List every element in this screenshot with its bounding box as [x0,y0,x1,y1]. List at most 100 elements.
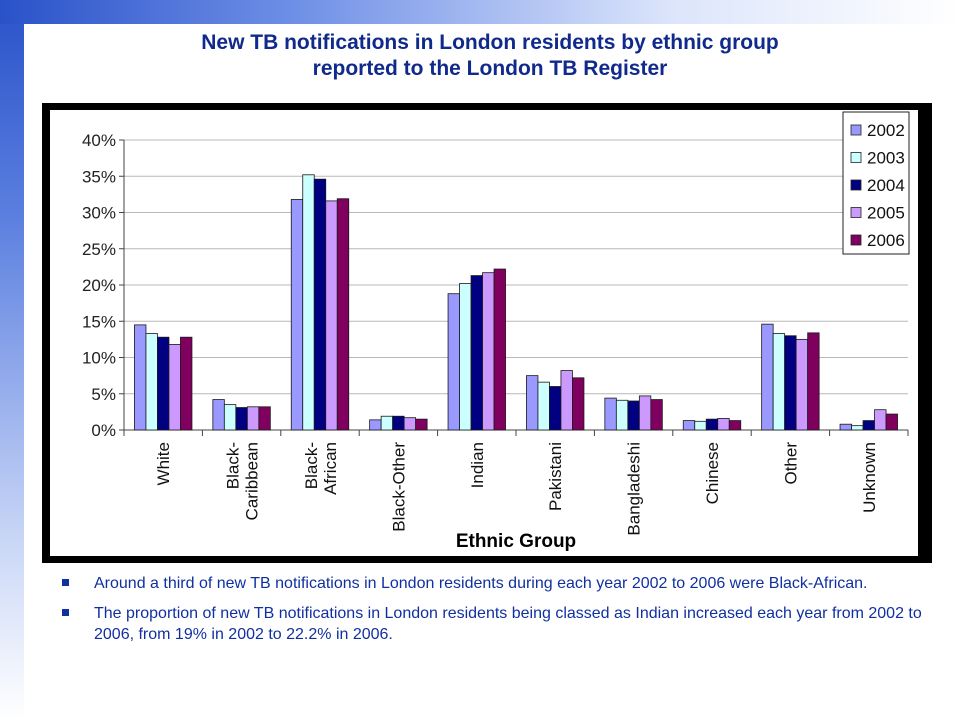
bar-2005-9 [795,338,809,431]
bullet-text-2: The proportion of new TB notifications i… [94,605,922,643]
x-category-label: Black-African [302,442,340,495]
bar-2005-4 [403,417,417,431]
bar-2004-10 [862,420,875,431]
x-category-label-line: Unknown [860,442,879,513]
bar-2002-7 [604,397,617,431]
x-axis-title: Ethnic Group [456,531,576,552]
bar-2005-8 [717,417,730,431]
bar-2004-8 [705,418,719,431]
bar-2002-1 [134,324,147,431]
x-category-label: White [154,442,173,485]
x-category-label-line: Chinese [703,442,722,504]
x-category-label-line: African [321,442,340,495]
y-tick-label: 30% [82,204,116,223]
bar-2002-8 [682,420,696,431]
bar-2002-3 [290,199,304,431]
bullet-item-1: Around a third of new TB notifications i… [62,573,922,594]
bar-2005-1 [168,344,181,431]
bar-2003-10 [851,425,864,431]
top-gradient-band [0,0,960,24]
legend-label-2003: 2003 [867,149,905,168]
bar-2005-3 [325,200,338,431]
left-gradient-band [0,0,24,720]
bar-2004-3 [313,178,327,431]
bar-2006-4 [415,418,428,431]
legend-label-2004: 2004 [867,176,905,195]
x-category-label-line: Other [781,442,800,485]
bar-2006-1 [180,336,193,431]
x-category-label-line: Black- [302,442,321,489]
bar-2003-5 [459,283,472,431]
bar-2004-9 [784,335,797,431]
bar-2003-3 [302,174,315,431]
bar-2003-4 [380,415,394,431]
bar-2002-9 [761,323,774,431]
bullet-marker [62,609,69,616]
bar-chart: 0%5%10%15%20%25%30%35%40%White Black-Cari… [82,111,910,552]
slide-title: New TB notifications in London residents… [90,30,890,82]
bar-2006-5 [493,268,506,431]
slide-title-line-2: reported to the London TB Register [312,57,668,80]
bar-2005-2 [246,406,260,431]
bullet-text-1: Around a third of new TB notifications i… [94,575,868,592]
bar-2005-5 [482,272,495,431]
legend-label-2006: 2006 [867,231,905,250]
y-tick-label: 20% [82,276,116,295]
bar-2004-7 [627,400,640,431]
x-category-label: Other [781,442,800,485]
bar-2004-2 [235,407,248,431]
y-tick-label: 40% [82,131,116,150]
bar-2004-6 [549,386,562,431]
x-category-label-line: Black-Other [389,442,408,532]
bar-2003-8 [694,420,707,431]
bar-2004-5 [470,275,483,431]
bar-2006-9 [807,332,820,431]
y-tick-label: 25% [82,240,116,259]
bar-2006-6 [572,377,585,431]
bullet-marker [62,579,69,586]
bar-2005-10 [874,409,887,431]
bullet-list: Around a third of new TB notifications i… [62,573,922,654]
legend-swatch-2002 [850,124,862,136]
bar-2005-6 [560,370,573,431]
y-tick-label: 35% [82,167,116,186]
x-category-label-line: White [154,442,173,485]
y-tick-label: 15% [82,312,116,331]
bullet-item-2: The proportion of new TB notifications i… [62,603,922,645]
bar-2003-1 [145,333,158,431]
bar-2002-4 [369,419,382,431]
bar-2006-8 [728,420,742,431]
x-category-label: Pakistani [546,442,565,511]
bar-2005-7 [638,395,652,431]
legend-swatch-2003 [850,152,862,163]
y-tick-label: 0% [91,421,116,440]
bar-2006-7 [650,399,663,431]
bar-2002-2 [212,399,225,431]
legend-swatch-2005 [850,207,862,218]
x-category-label-line: Black- [224,442,243,489]
bar-2004-4 [392,415,405,431]
x-category-label-line: Pakistani [546,442,565,511]
bar-2003-7 [615,399,629,431]
x-category-label-line: Caribbean [243,442,262,520]
bar-2002-5 [447,293,460,431]
x-category-label: Bangladeshi [625,442,644,536]
x-category-label-line: Bangladeshi [625,442,644,536]
bar-2006-2 [258,406,271,431]
bar-2002-10 [839,423,852,431]
bar-2002-6 [526,375,539,431]
x-category-label-line: Indian [468,442,487,488]
x-category-label: Black-Other [389,442,408,532]
bar-2003-9 [772,333,786,431]
bar-2006-10 [885,413,898,431]
bar-2003-6 [537,381,550,431]
bar-2004-1 [157,336,170,431]
x-category-label: Chinese [703,442,722,504]
bar-2006-3 [336,198,350,431]
x-category-label: Black-Caribbean [224,442,262,520]
x-category-label: Indian [468,442,487,488]
legend-label-2005: 2005 [867,204,905,223]
y-tick-label: 5% [91,385,116,404]
legend-swatch-2004 [850,179,862,191]
slide-title-line-1: New TB notifications in London residents… [201,31,779,54]
